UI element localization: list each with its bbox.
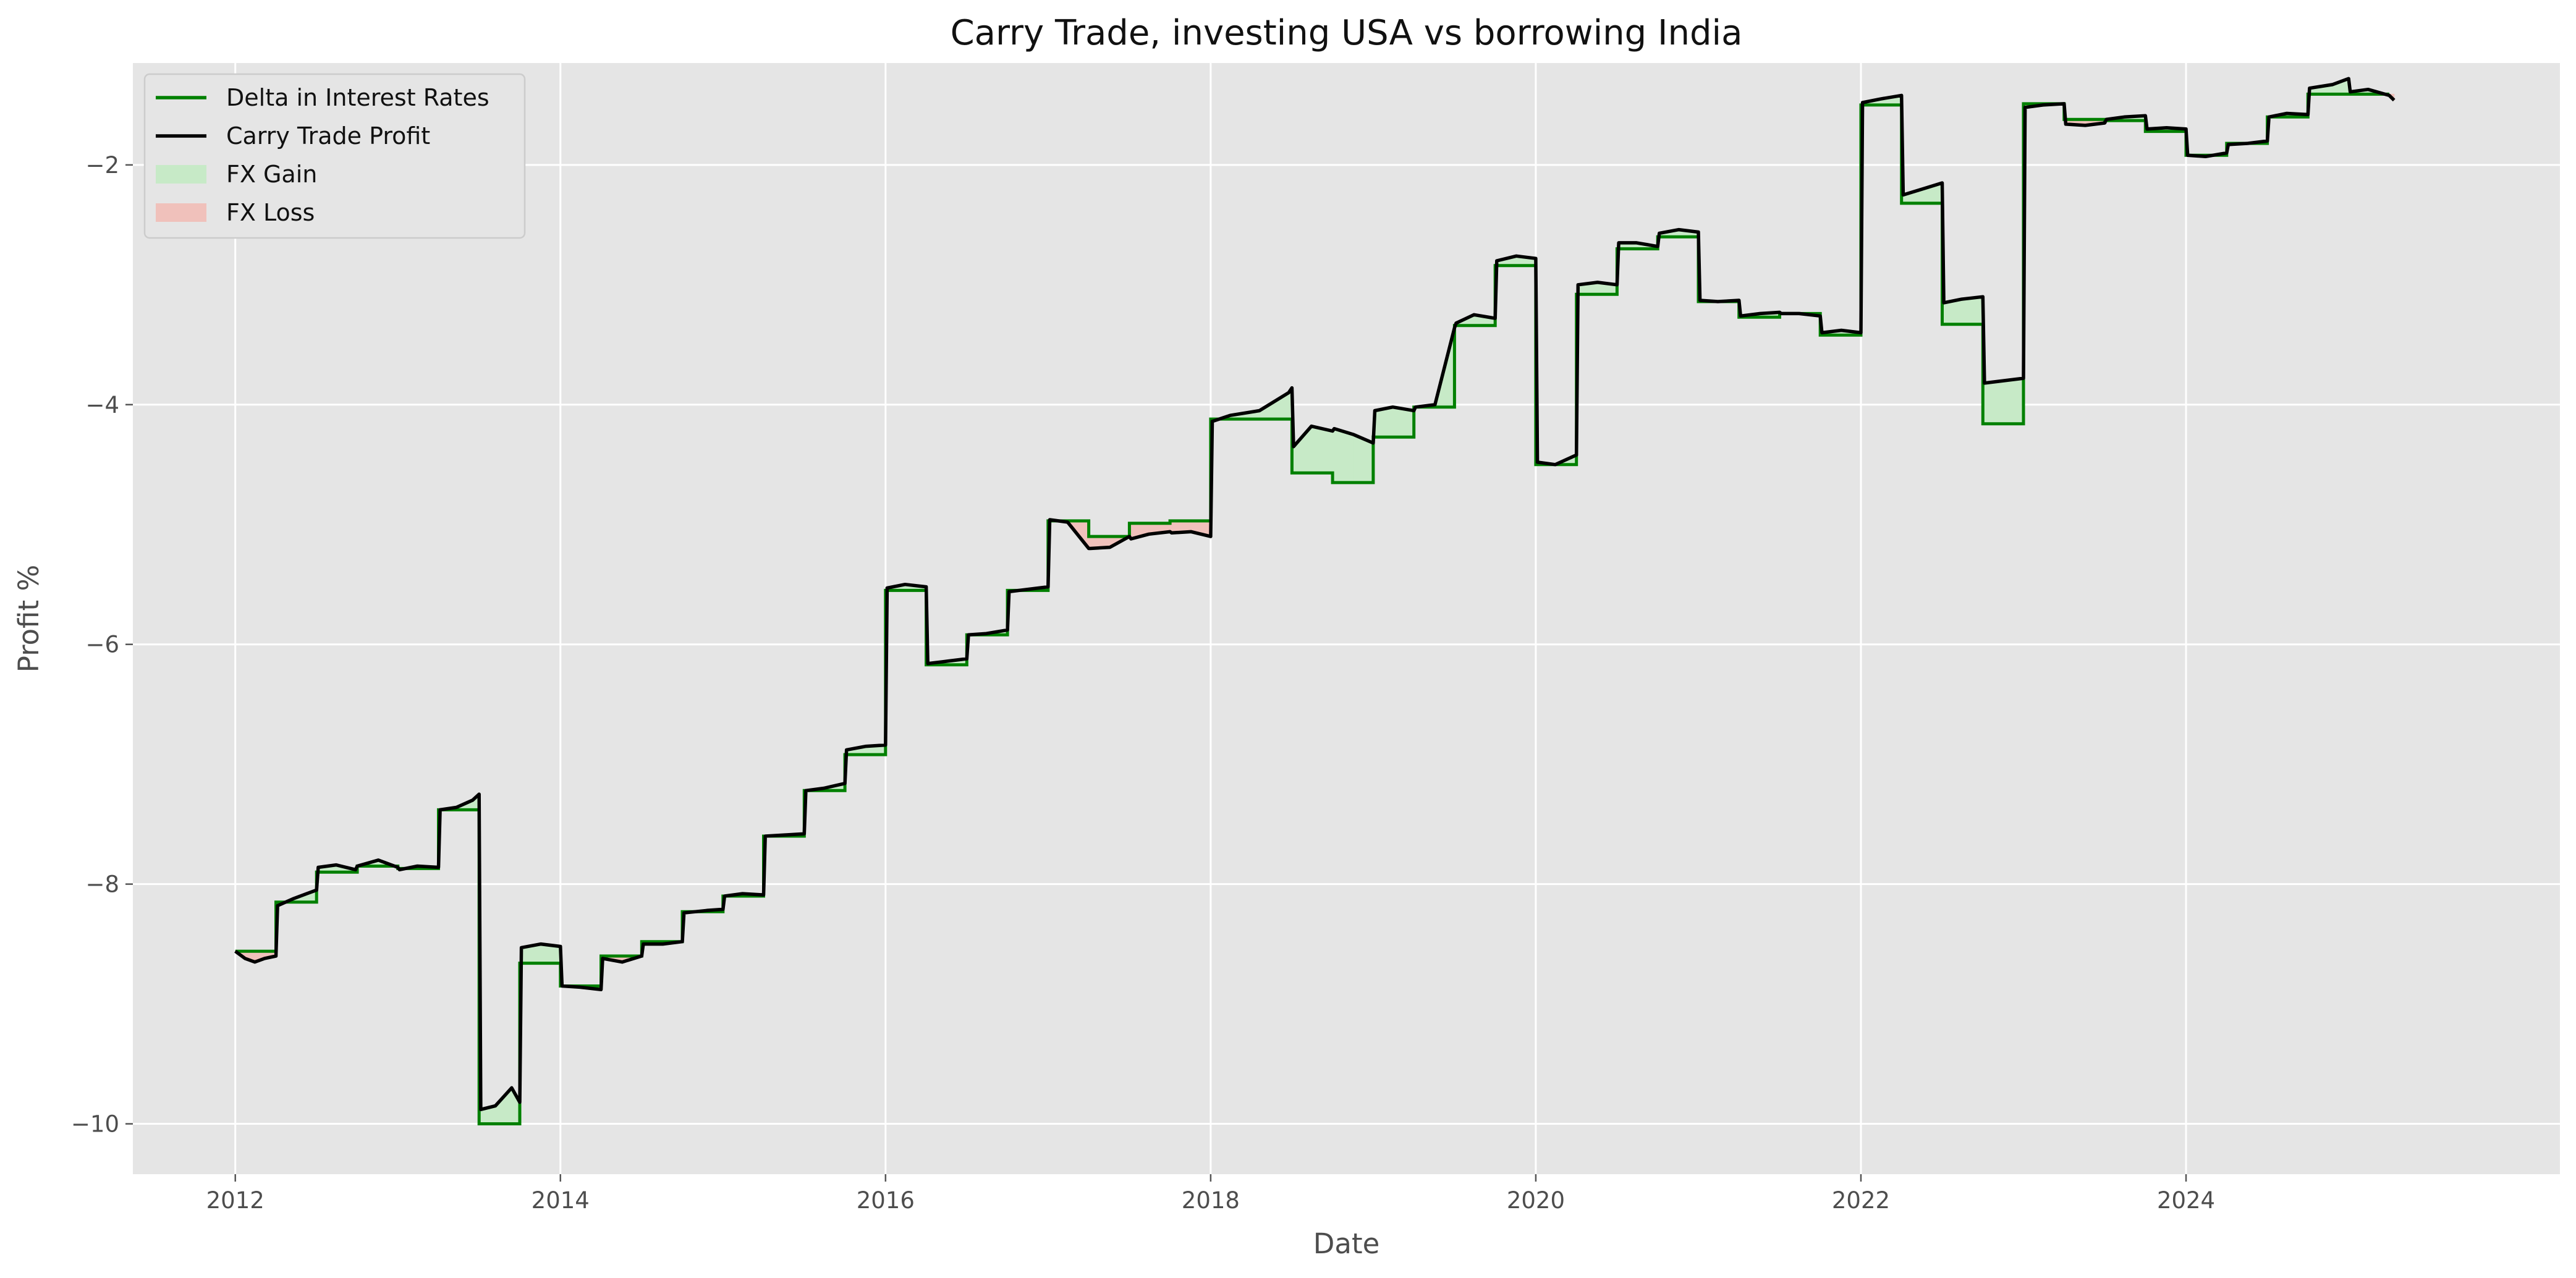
y-tick-label: −4 — [85, 392, 119, 418]
series-lines — [234, 77, 2396, 1125]
y-axis-label: Profit % — [12, 565, 45, 672]
legend-entry: Delta in Interest Rates — [156, 84, 489, 111]
y-tick-label: −10 — [71, 1111, 119, 1138]
legend-box — [143, 73, 526, 239]
fx-gain-area — [1311, 426, 1333, 473]
legend-patch-swatch — [156, 165, 206, 184]
x-tick-label: 2016 — [857, 1187, 915, 1214]
legend-label: FX Loss — [226, 199, 315, 226]
x-axis-label: Date — [1313, 1227, 1380, 1260]
plot-area — [133, 63, 2560, 1174]
y-tick-label: −8 — [85, 871, 119, 898]
legend-label: Delta in Interest Rates — [226, 84, 489, 111]
x-tick-label: 2020 — [1507, 1187, 1565, 1214]
legend-label: FX Gain — [226, 161, 317, 188]
fx-gain-area — [1334, 428, 1354, 483]
y-tick-label: −2 — [85, 152, 119, 179]
x-tick-label: 2012 — [206, 1187, 265, 1214]
x-axis-ticks: 2012 2014 2016 2018 2020 2022 2024 — [206, 1174, 2215, 1214]
x-tick-label: 2022 — [1832, 1187, 1890, 1214]
y-tick-label: −6 — [85, 632, 119, 658]
x-tick-label: 2024 — [2157, 1187, 2215, 1214]
legend-entry: FX Gain — [156, 161, 317, 188]
chart-title: Carry Trade, investing USA vs borrowing … — [951, 13, 1743, 53]
legend-entry: FX Loss — [156, 199, 315, 226]
fx-gain-area — [2003, 378, 2024, 425]
y-axis-ticks: −2 −4 −6 −8 −10 — [71, 152, 133, 1138]
fx-gain-area — [1984, 380, 2004, 425]
carry-trade-profit-line — [234, 77, 2396, 1112]
x-tick-label: 2018 — [1182, 1187, 1240, 1214]
legend-label: Carry Trade Profit — [226, 122, 430, 150]
legend-patch-swatch — [156, 203, 206, 222]
legend-entry: Carry Trade Profit — [156, 122, 430, 150]
fx-gain-area — [1961, 296, 1983, 325]
x-tick-label: 2014 — [532, 1187, 590, 1214]
legend: Delta in Interest Rates Carry Trade Profi… — [143, 73, 526, 239]
